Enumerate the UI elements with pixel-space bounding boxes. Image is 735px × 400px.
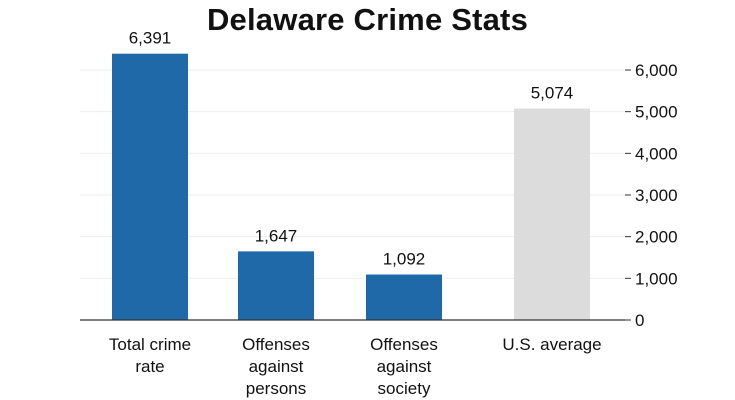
- y-tick-label: 1,000: [635, 269, 678, 288]
- bar: [514, 108, 590, 320]
- bar: [112, 53, 188, 320]
- data-label: 1,092: [383, 250, 426, 269]
- x-tick-label-line: against: [249, 357, 304, 376]
- data-label: 1,647: [255, 226, 298, 245]
- y-tick-label: 4,000: [635, 144, 678, 163]
- x-tick-label: Offenses against persons: [242, 335, 310, 398]
- labels: 0 1,000 2,000 3,000 4,000 5,000 6,000 6,391 Tota…: [109, 29, 678, 398]
- bar: [238, 251, 314, 320]
- x-tick-label-line: Offenses: [370, 335, 438, 354]
- x-tick-label-line: Total crime: [109, 335, 191, 354]
- x-tick-label-line: against: [377, 357, 432, 376]
- y-tick-label: 3,000: [635, 186, 678, 205]
- x-tick-label-line: rate: [135, 357, 164, 376]
- x-tick-label-line: society: [378, 379, 431, 398]
- x-tick-label-line: persons: [246, 379, 306, 398]
- y-tick-label: 6,000: [635, 61, 678, 80]
- data-label: 5,074: [531, 84, 574, 103]
- x-tick-label-line: Offenses: [242, 335, 310, 354]
- bars: [112, 53, 590, 320]
- y-tick-label: 0: [635, 311, 644, 330]
- x-tick-label: Total crime rate: [109, 335, 191, 376]
- x-tick-label-line: U.S. average: [502, 335, 601, 354]
- y-tick-label: 5,000: [635, 103, 678, 122]
- data-label: 6,391: [129, 29, 172, 48]
- x-tick-label: Offenses against society: [370, 335, 438, 398]
- chart-title: Delaware Crime Stats: [206, 2, 529, 37]
- axes: [80, 69, 631, 321]
- x-tick-label: U.S. average: [502, 335, 601, 354]
- y-tick-label: 2,000: [635, 228, 678, 247]
- bar: [366, 274, 442, 320]
